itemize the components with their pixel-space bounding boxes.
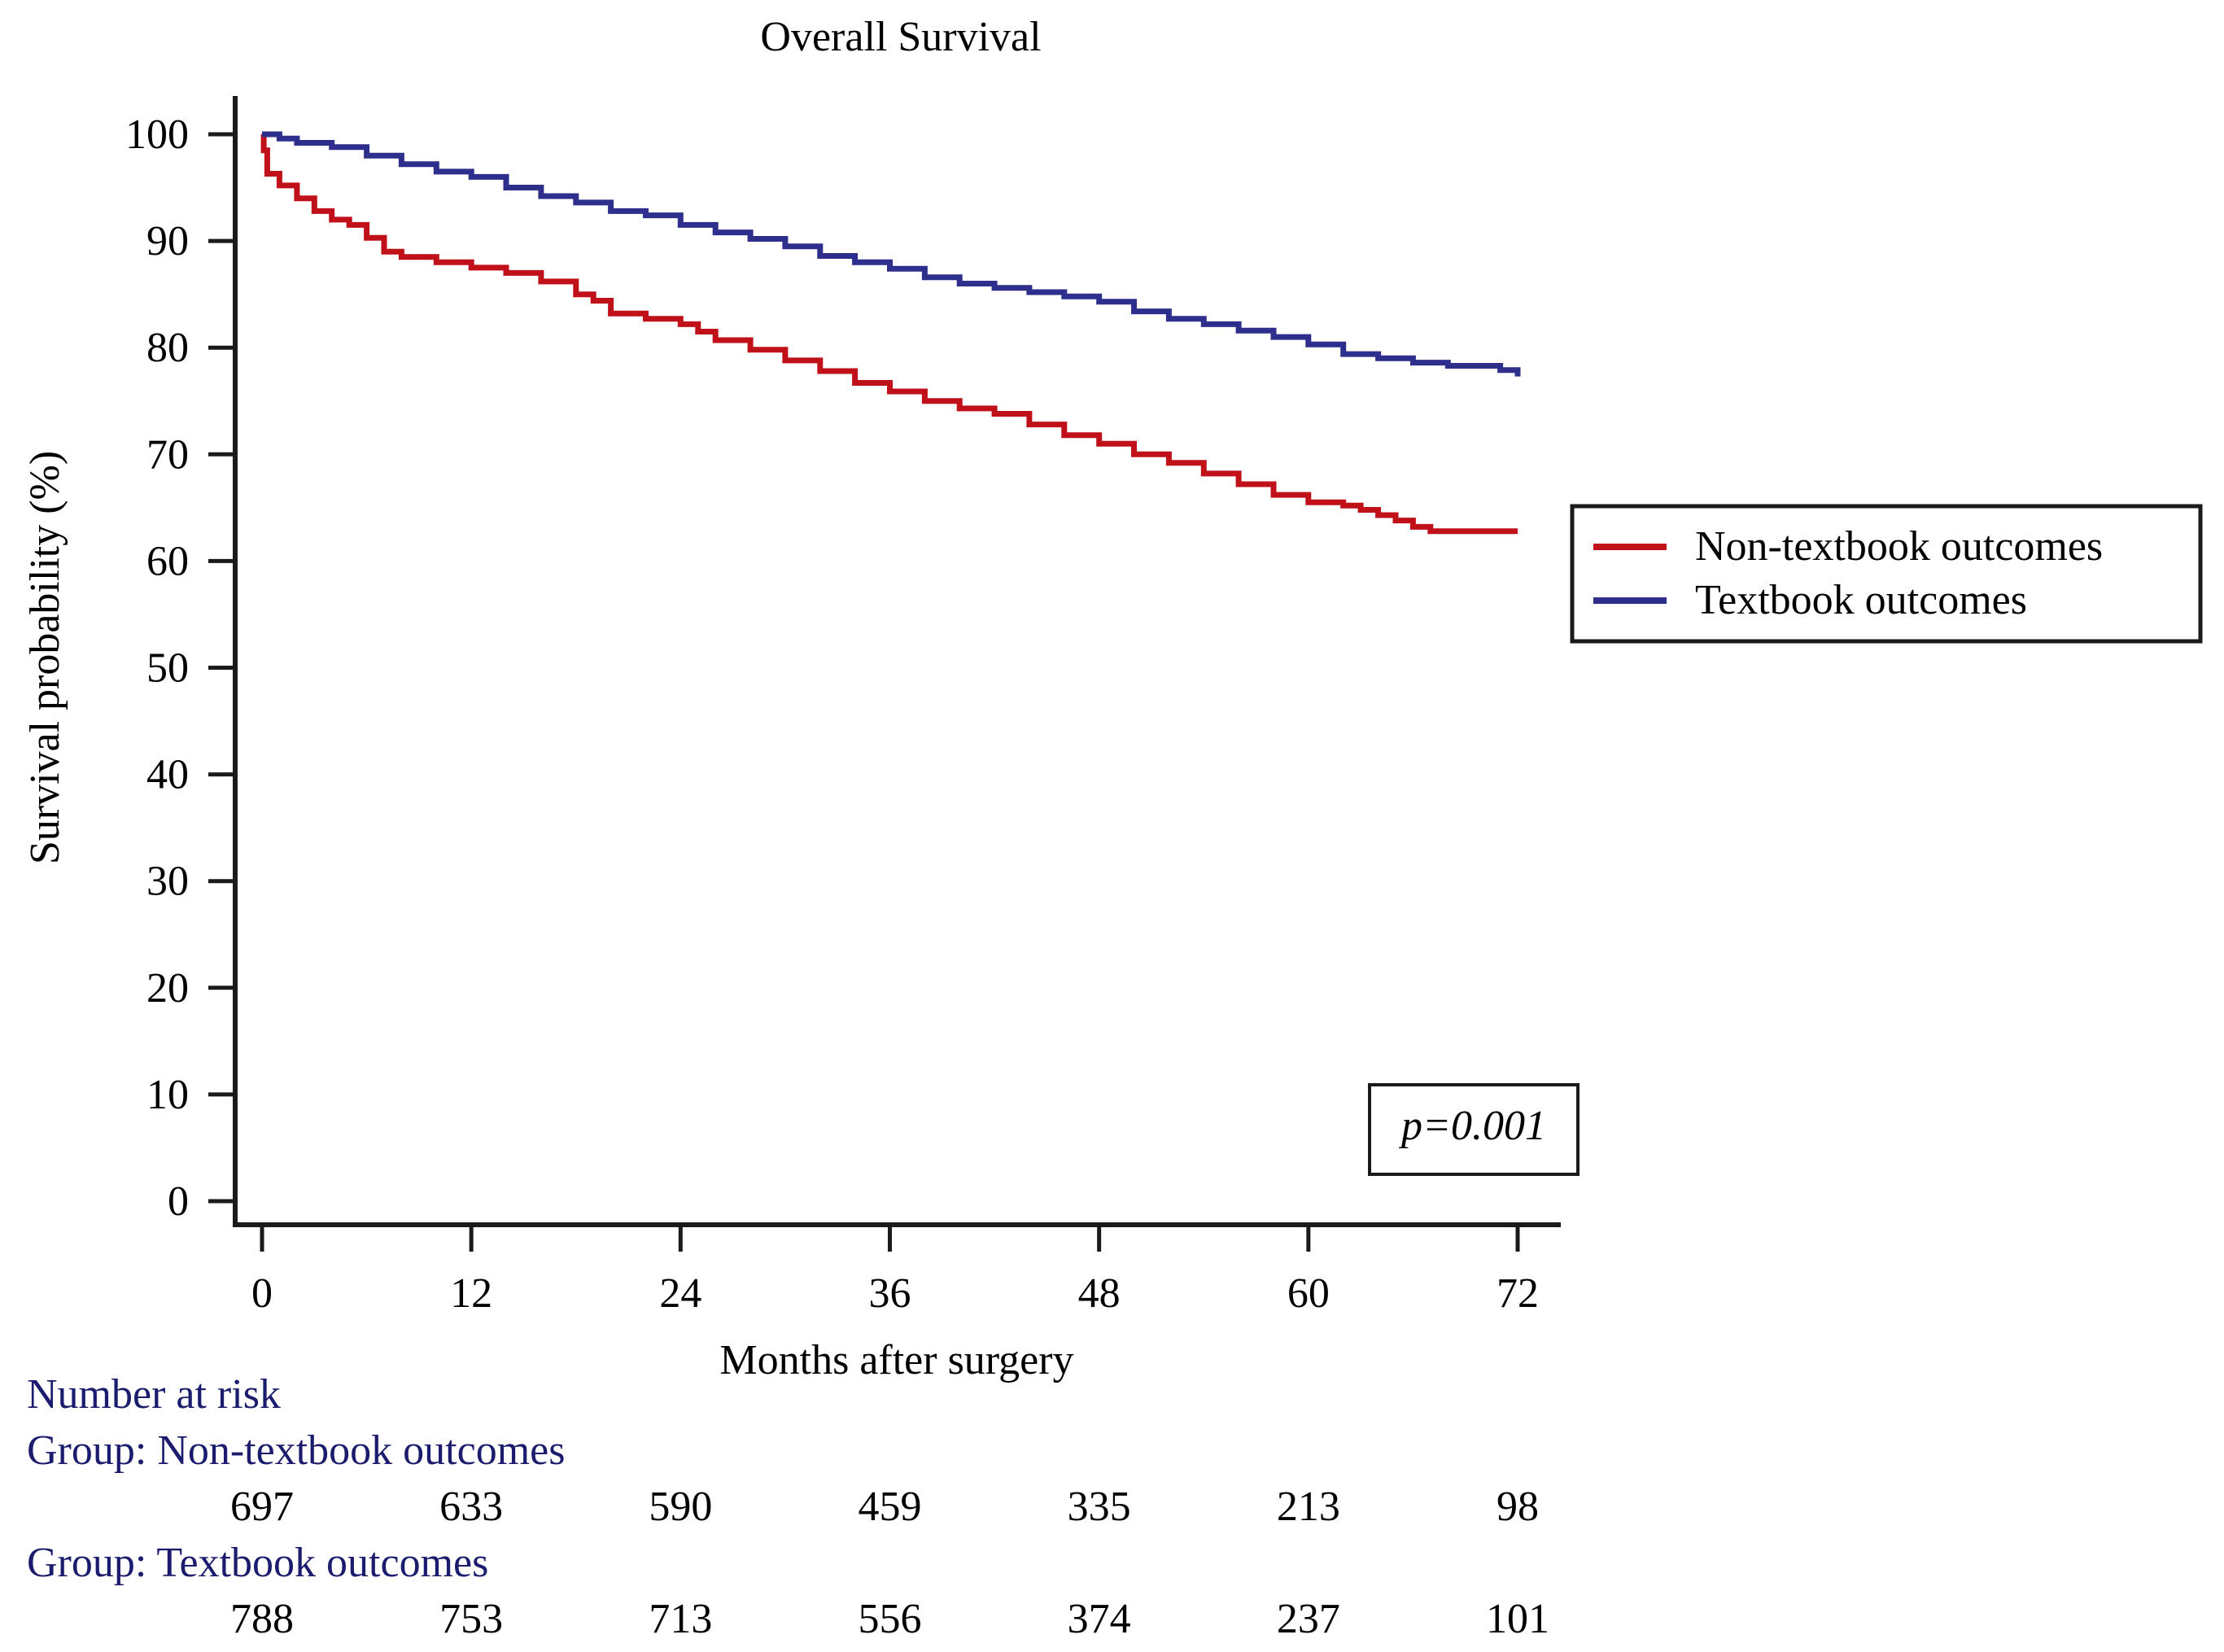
x-tick-label: 72 (1497, 1270, 1539, 1317)
risk-count: 101 (1486, 1596, 1549, 1642)
x-tick-label: 60 (1287, 1270, 1330, 1317)
y-tick-label: 30 (146, 859, 189, 905)
x-tick-label: 0 (251, 1270, 273, 1317)
risk-group-label-textbook: Group: Textbook outcomes (27, 1540, 489, 1586)
y-axis-label: Survival probability (%) (22, 451, 68, 864)
axes: 0 10 20 30 40 50 60 70 80 90 100 0 12 24 36 48 60 72 (125, 96, 1561, 1317)
p-value-annotation: p=0.001 (1368, 1083, 1580, 1176)
risk-count: 213 (1276, 1484, 1340, 1530)
risk-count: 697 (230, 1484, 294, 1530)
x-tick-label: 36 (869, 1270, 911, 1317)
y-tick-label: 10 (146, 1072, 189, 1118)
legend: Non-textbook outcomes Textbook outcomes (1570, 504, 2203, 644)
y-tick-label: 100 (125, 111, 189, 158)
y-tick-label: 60 (146, 538, 189, 584)
x-tick-label: 48 (1078, 1270, 1121, 1317)
risk-count: 713 (649, 1596, 713, 1642)
risk-count: 98 (1497, 1484, 1539, 1530)
survival-curve-non-textbook (260, 131, 1518, 535)
y-tick-label: 20 (146, 965, 189, 1012)
survival-curve-textbook (262, 131, 1521, 377)
legend-label-textbook: Textbook outcomes (1695, 577, 2027, 623)
risk-count: 556 (858, 1596, 922, 1642)
x-axis-label: Months after surgery (719, 1337, 1073, 1383)
y-tick-label: 50 (146, 645, 189, 692)
risk-group-label-non-textbook: Group: Non-textbook outcomes (27, 1427, 566, 1474)
x-tick-label: 24 (659, 1270, 701, 1317)
legend-box (1570, 504, 2203, 644)
risk-count: 459 (858, 1484, 922, 1530)
p-value-box (1368, 1083, 1580, 1176)
risk-count: 335 (1067, 1484, 1131, 1530)
risk-count: 633 (439, 1484, 504, 1530)
risk-table-heading: Number at risk (27, 1371, 281, 1418)
p-value-text: p=0.001 (1398, 1103, 1546, 1149)
legend-label-non-textbook: Non-textbook outcomes (1695, 523, 2103, 570)
risk-count: 590 (649, 1484, 713, 1530)
y-tick-label: 80 (146, 325, 189, 371)
risk-count: 374 (1067, 1596, 1131, 1642)
y-tick-label: 70 (146, 431, 189, 478)
y-tick-label: 0 (168, 1178, 189, 1225)
risk-count: 753 (439, 1596, 504, 1642)
risk-count: 788 (230, 1596, 294, 1642)
y-tick-label: 40 (146, 752, 189, 798)
chart-title: Overall Survival (760, 14, 1041, 60)
risk-count: 237 (1276, 1596, 1340, 1642)
x-tick-label: 12 (450, 1270, 492, 1317)
survival-curves (260, 131, 1521, 535)
y-tick-label: 90 (146, 218, 189, 264)
